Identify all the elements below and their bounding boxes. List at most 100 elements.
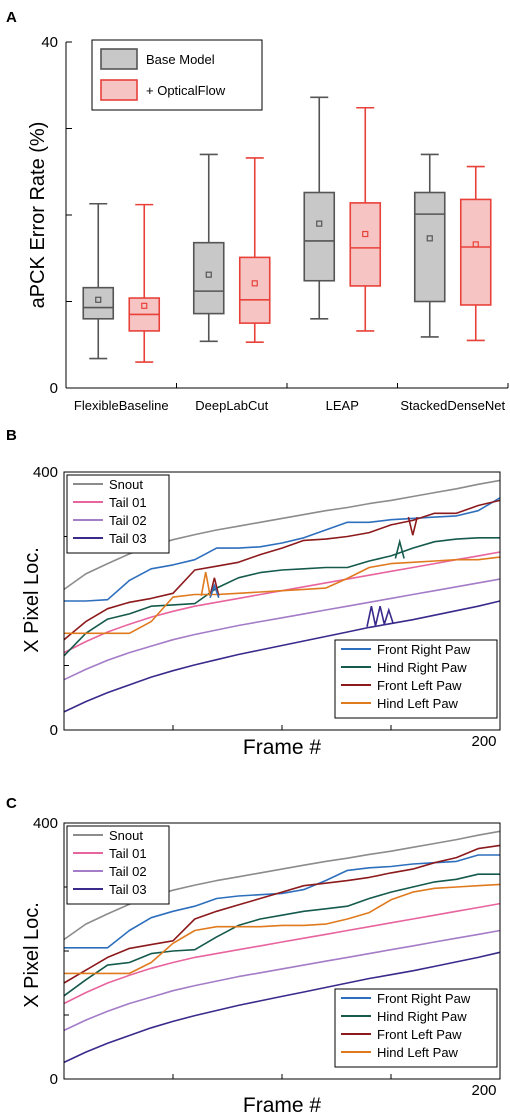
category-label: LEAP — [326, 398, 359, 413]
legend-right-b: Front Right Paw Hind Right Paw Front Left … — [334, 639, 498, 719]
category-label: DeepLabCut — [195, 398, 268, 413]
box-iqr — [459, 198, 492, 306]
boxes-a — [82, 96, 492, 363]
series-line-tail-03 — [63, 600, 501, 713]
legend-frame-b — [334, 639, 498, 719]
box-flow — [459, 165, 492, 342]
legend-left-c: Snout Tail 01 Tail 02 Tail 03 — [66, 825, 170, 905]
series-spike — [200, 571, 211, 596]
legend-label: Hind Left Paw — [377, 696, 459, 711]
series-line-hind-right-paw — [63, 537, 500, 657]
box-mean-marker — [205, 271, 212, 278]
series-spike — [394, 538, 405, 559]
legend-label: Front Right Paw — [377, 991, 471, 1006]
legend-label: Hind Right Paw — [377, 1009, 467, 1024]
legend-label: Front Right Paw — [377, 642, 471, 657]
box-iqr — [349, 202, 382, 287]
series-spike — [407, 516, 418, 536]
legend-label: Tail 02 — [109, 513, 147, 528]
box-iqr — [192, 241, 225, 315]
y-tick-label-c: 400 — [33, 815, 58, 832]
series-spike — [209, 577, 220, 596]
legend-frame-c — [66, 825, 170, 905]
box-mean-marker — [95, 296, 102, 303]
plot-frame-c — [63, 822, 501, 1080]
box-mean-marker — [472, 241, 479, 248]
series-line-front-left-paw — [63, 844, 501, 984]
legend-label: Tail 01 — [109, 495, 147, 510]
x-tick-label-b: 200 — [471, 733, 496, 750]
legend-label: Hind Right Paw — [377, 660, 467, 675]
category-labels-a: FlexibleBaseline DeepLabCut LEAP StackedDen… — [74, 383, 509, 413]
legend-label: Tail 03 — [109, 531, 147, 546]
box-iqr — [413, 191, 446, 303]
series-line-hind-left-paw — [64, 556, 501, 635]
box-base — [413, 153, 446, 338]
y-ticks-a: 0 40 — [41, 34, 72, 397]
box-mean-marker — [362, 230, 369, 238]
y-axis-title-b: X Pixel Loc. — [21, 547, 43, 653]
legend-frame-c — [334, 988, 498, 1068]
legend-label: Snout — [109, 828, 143, 843]
series-line-tail-01 — [63, 902, 501, 1005]
legend-label: Tail 03 — [109, 882, 147, 897]
series-spike — [209, 583, 220, 599]
series-line-front-left-paw — [63, 499, 501, 641]
y-tick-label-c: 0 — [50, 1071, 58, 1088]
series-line-tail-03 — [63, 951, 501, 1064]
legend-left-b: Snout Tail 01 Tail 02 Tail 03 — [66, 474, 170, 554]
box-iqr — [303, 191, 336, 282]
y-tick-label-b: 400 — [33, 464, 58, 481]
series-line-front-right-paw — [64, 497, 501, 602]
legend-label-base: Base Model — [146, 52, 215, 67]
legend-label: Front Left Paw — [377, 1027, 462, 1042]
legend-label: Tail 02 — [109, 864, 147, 879]
y-tick-label-a: 40 — [41, 34, 58, 51]
box-base — [82, 202, 115, 360]
box-mean-marker — [141, 302, 148, 309]
series-line-tail-02 — [63, 929, 501, 1032]
box-base — [303, 96, 336, 320]
series-line-front-right-paw — [64, 854, 500, 949]
panel-a: A aPCK Error Rate (%) 0 40 FlexibleBaseli… — [6, 9, 509, 413]
plot-frame-b — [63, 471, 501, 731]
series-line-hind-left-paw — [64, 883, 501, 975]
box-iqr — [238, 256, 271, 324]
panel-label-a: A — [6, 9, 17, 26]
x-tick-label-c: 200 — [471, 1082, 496, 1099]
panel-label-b: B — [6, 427, 17, 444]
box-flow — [349, 106, 382, 332]
box-flow — [238, 157, 271, 343]
legend-label: Hind Left Paw — [377, 1045, 459, 1060]
box-mean-marker — [426, 235, 433, 242]
panel-c: C X Pixel Loc. Frame # 0 400 200 Snout Tail… — [6, 795, 501, 1117]
legend-label: Snout — [109, 477, 143, 492]
box-mean-marker — [251, 280, 258, 287]
category-label: StackedDenseNet — [400, 398, 505, 413]
x-axis-title-c: Frame # — [243, 1094, 322, 1117]
series-spike — [366, 606, 377, 627]
panel-b: B X Pixel Loc. Frame # 0 400 200 Snout Tail… — [6, 427, 501, 759]
series-spike — [383, 607, 394, 624]
x-axis-title-b: Frame # — [243, 736, 322, 759]
box-flow — [128, 203, 161, 363]
legend-label-flow: + OpticalFlow — [146, 83, 226, 98]
y-tick-label-a: 0 — [50, 380, 58, 397]
series-line-tail-02 — [63, 578, 501, 681]
box-iqr — [82, 286, 115, 320]
y-tick-label-b: 0 — [50, 722, 58, 739]
legend-swatch-flow — [100, 79, 138, 101]
legend-label: Front Left Paw — [377, 678, 462, 693]
y-axis-title-a: aPCK Error Rate (%) — [27, 122, 49, 309]
y-axis-title-c: X Pixel Loc. — [21, 902, 43, 1008]
series-spike — [374, 606, 386, 626]
legend-right-c: Front Right Paw Hind Right Paw Front Left … — [334, 988, 498, 1068]
panel-label-c: C — [6, 795, 17, 812]
legend-swatch-base — [100, 48, 138, 70]
box-mean-marker — [316, 220, 323, 227]
legend-label: Tail 01 — [109, 846, 147, 861]
ticks-c: 0 400 200 — [33, 815, 497, 1099]
box-base — [192, 153, 225, 343]
legend-a: Base Model + OpticalFlow — [91, 39, 263, 111]
